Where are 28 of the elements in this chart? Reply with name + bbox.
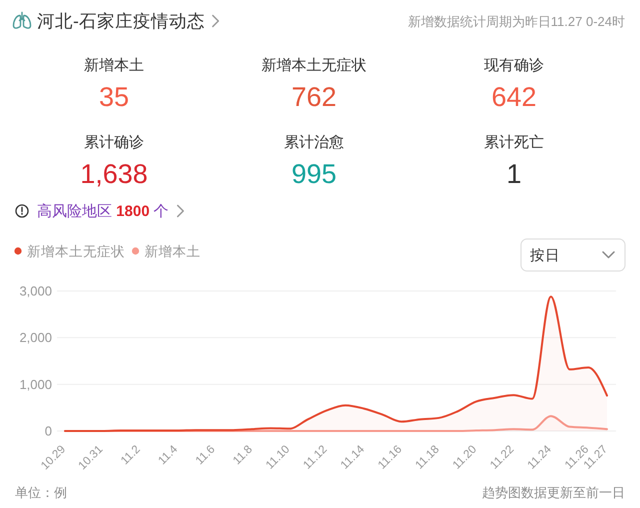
text: 河北-石家庄疫情动态	[37, 11, 205, 31]
x-tick-label: 11.4	[156, 443, 181, 468]
y-tick-label: 0	[44, 424, 52, 439]
category-label: 累计确诊	[84, 134, 144, 151]
x-tick-label: 11.6	[194, 443, 218, 468]
data-label: 1,638	[80, 159, 148, 189]
x-tick-label: 11.8	[231, 443, 255, 468]
category-label: 累计治愈	[284, 134, 344, 151]
legend-label: 新增本土	[144, 244, 200, 259]
data-label: 642	[491, 82, 537, 112]
data-label: 35	[98, 82, 130, 112]
category-label: 累计死亡	[484, 134, 544, 151]
data-label: 1	[506, 159, 522, 189]
y-tick-label: 3,000	[19, 284, 52, 299]
data-label: 995	[291, 159, 337, 189]
text: 高风险地区 1800 个	[37, 203, 169, 220]
x-tick-label: 11.2	[119, 443, 143, 468]
text: 新增数据统计周期为昨日11.27 0-24时	[408, 14, 625, 29]
text: 按日	[530, 247, 560, 264]
legend-label: 新增本土无症状	[27, 244, 125, 259]
category-label: 新增本土无症状	[262, 57, 366, 74]
y-tick-label: 2,000	[19, 330, 52, 346]
text: 趋势图数据更新至前一日	[482, 485, 625, 500]
text: 单位：例	[15, 485, 67, 500]
category-label: 新增本土	[84, 57, 144, 74]
data-label: 762	[291, 82, 337, 112]
y-tick-label: 1,000	[19, 376, 52, 392]
category-label: 现有确诊	[484, 57, 544, 74]
